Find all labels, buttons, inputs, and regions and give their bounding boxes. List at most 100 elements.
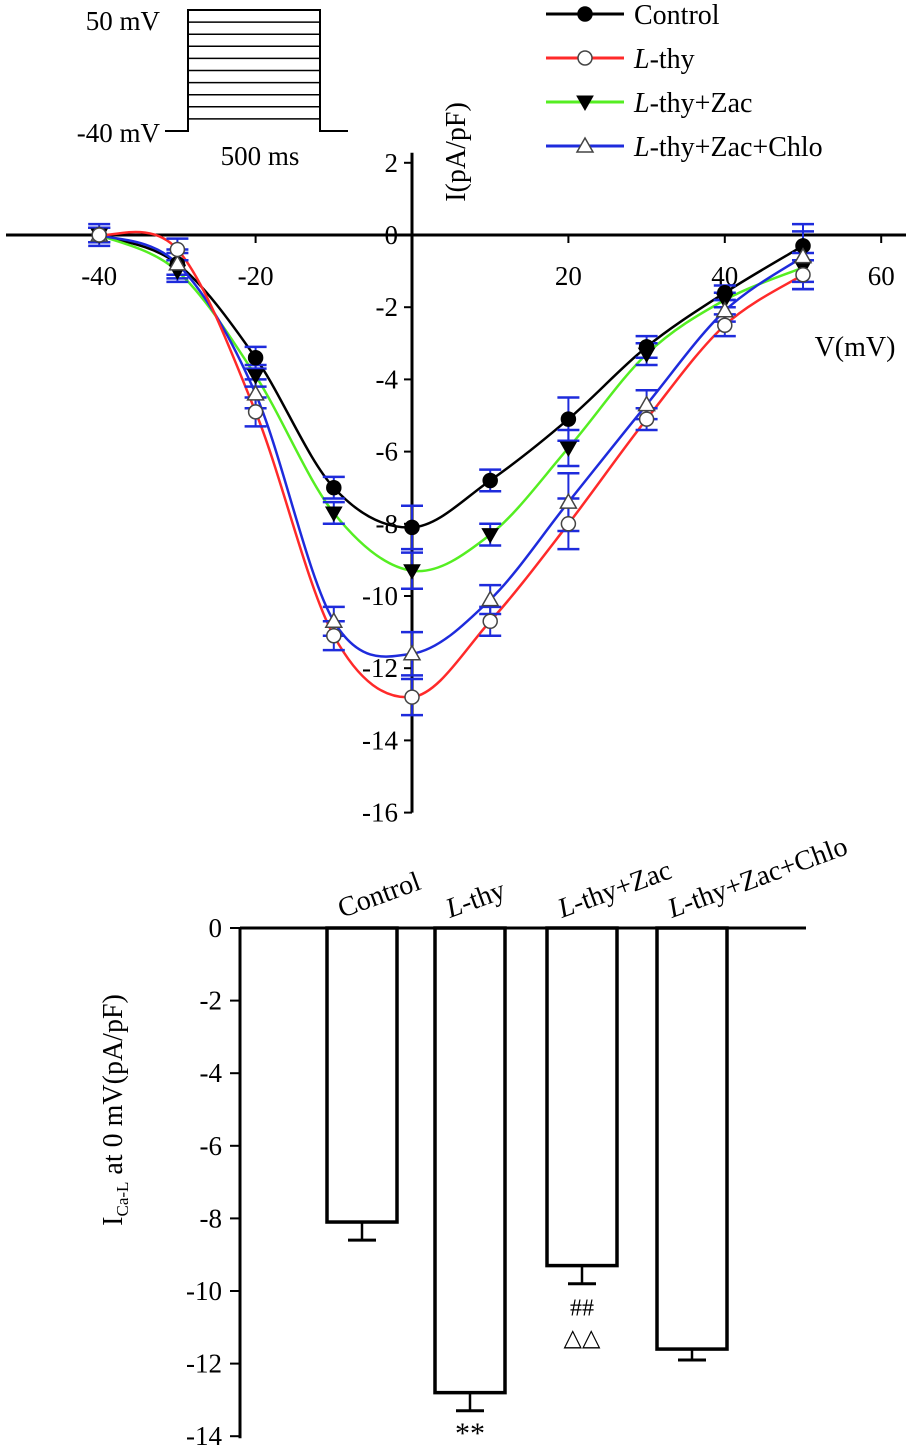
bar-category-main: -thy (456, 875, 509, 920)
iv-y-tick-label: -10 (362, 581, 398, 611)
series-l-thy (98, 230, 804, 699)
data-point (637, 347, 656, 364)
data-point (482, 613, 498, 630)
bar (655, 926, 729, 1351)
data-point (559, 441, 578, 457)
data-point (91, 227, 107, 243)
data-point (481, 528, 500, 544)
bar-y-tick-label: -2 (200, 986, 223, 1016)
series-markers (91, 227, 811, 705)
data-point (324, 506, 343, 522)
bar-y-tick-label: -10 (186, 1276, 222, 1306)
legend-label-main: -thy (650, 44, 695, 75)
data-point (480, 590, 500, 607)
bar-y-tick-label: -4 (200, 1058, 223, 1088)
iv-x-tick-label: -20 (238, 261, 274, 291)
legend-label: L-thy+Zac+Chlo (633, 132, 823, 163)
legend-label: Control (634, 0, 720, 31)
iv-y-tick-label: -16 (362, 798, 398, 828)
series-markers (91, 227, 811, 536)
bar-significance-annotation: △△ (564, 1326, 601, 1352)
data-point (793, 247, 813, 264)
data-point (482, 472, 498, 489)
bar-category-label: L-thy+Zac+Chlo (663, 831, 852, 925)
series-l-thy-zac (98, 233, 804, 573)
data-point (560, 516, 577, 532)
iv-y-tick-label: 0 (385, 220, 399, 250)
protocol-outline (165, 9, 348, 132)
series-line (98, 230, 804, 699)
legend-label-main: Control (634, 0, 720, 31)
data-point (402, 644, 422, 661)
data-point (637, 395, 656, 412)
bar-y-tick-label: 0 (209, 913, 223, 943)
series-line (98, 233, 804, 529)
iv-y-tick-label: 2 (385, 148, 399, 178)
iv-y-tick-label: -12 (362, 653, 398, 683)
bar-category-label: L-thy+Zac (553, 855, 676, 925)
data-point (403, 564, 421, 580)
legend-entry: L-thy+Zac (546, 88, 752, 119)
bar (433, 926, 507, 1395)
data-point (560, 411, 577, 427)
data-point (715, 293, 734, 309)
iv-y-axis-label: I(pA/pF) (441, 102, 472, 202)
series-line (98, 233, 804, 658)
protocol-bottom-label: -40 mV (77, 118, 161, 148)
iv-x-tick-label: -40 (81, 261, 117, 291)
bar (325, 926, 399, 1224)
data-point (326, 627, 342, 644)
iv-x-tick-label: 20 (555, 261, 582, 291)
bar-category-main: -thy+Zac+Chlo (678, 831, 851, 919)
bar-y-tick-label: -14 (186, 1421, 222, 1451)
legend-marker (577, 50, 593, 66)
data-point (246, 384, 265, 401)
bar-chart: ICa-L at 0 mV(pA/pF) 0 -2 -4 -6 -8 -10 -12 -14 C… (98, 831, 852, 1451)
legend-label: L-thy (633, 44, 695, 75)
data-point (169, 241, 186, 258)
data-point (247, 404, 264, 420)
bar-category-label: Control (334, 866, 425, 924)
bar-y-label-rest: at 0 mV(pA/pF) (98, 994, 129, 1181)
data-point (246, 369, 265, 385)
series-l-thy-zac-chlo (98, 233, 804, 658)
voltage-protocol-inset: 50 mV -40 mV 500 ms (77, 6, 348, 171)
legend-entry: Control (546, 0, 720, 31)
bar-y-label-main: I (98, 1217, 129, 1226)
data-point (168, 254, 187, 271)
iv-y-tick-label: -6 (376, 437, 399, 467)
bar-y-tick-label: -8 (200, 1203, 223, 1233)
data-point (795, 266, 811, 283)
iv-y-tick-label: -14 (362, 725, 398, 755)
series-error-bars (88, 226, 814, 717)
legend-marker (577, 6, 593, 22)
iv-x-axis-label: V(mV) (815, 332, 896, 363)
data-point (324, 611, 344, 629)
bar-y-tick-label: -12 (186, 1349, 222, 1379)
data-point (717, 317, 733, 333)
protocol-top-label: 50 mV (86, 6, 161, 36)
data-point (559, 492, 578, 509)
bar-category-main: Control (334, 866, 425, 924)
legend-label-prefix: L (633, 88, 650, 119)
data-point (715, 301, 735, 318)
legend-marker (576, 95, 594, 112)
series-markers (89, 225, 813, 661)
data-point (404, 689, 420, 705)
legend-label: L-thy+Zac (633, 88, 752, 119)
bar-y-label-sub: Ca-L (113, 1182, 132, 1217)
bar-category-main: -thy+Zac (568, 855, 675, 919)
bar-significance-annotation: ## (570, 1296, 594, 1322)
legend-label-prefix: L (633, 132, 650, 163)
data-point (247, 349, 264, 366)
legend-label-main: -thy+Zac (650, 88, 753, 119)
legend-label-main: -thy+Zac+Chlo (650, 132, 823, 163)
data-point (638, 411, 655, 427)
data-point (326, 479, 342, 496)
iv-y-tick-label: -4 (376, 364, 399, 394)
iv-curve-chart: V(mV) I(pA/pF) -40 -20 20 40 6020-2-4-6-8-10… (6, 102, 906, 828)
bar-significance-annotation: ** (455, 1417, 485, 1450)
data-point (404, 519, 420, 536)
